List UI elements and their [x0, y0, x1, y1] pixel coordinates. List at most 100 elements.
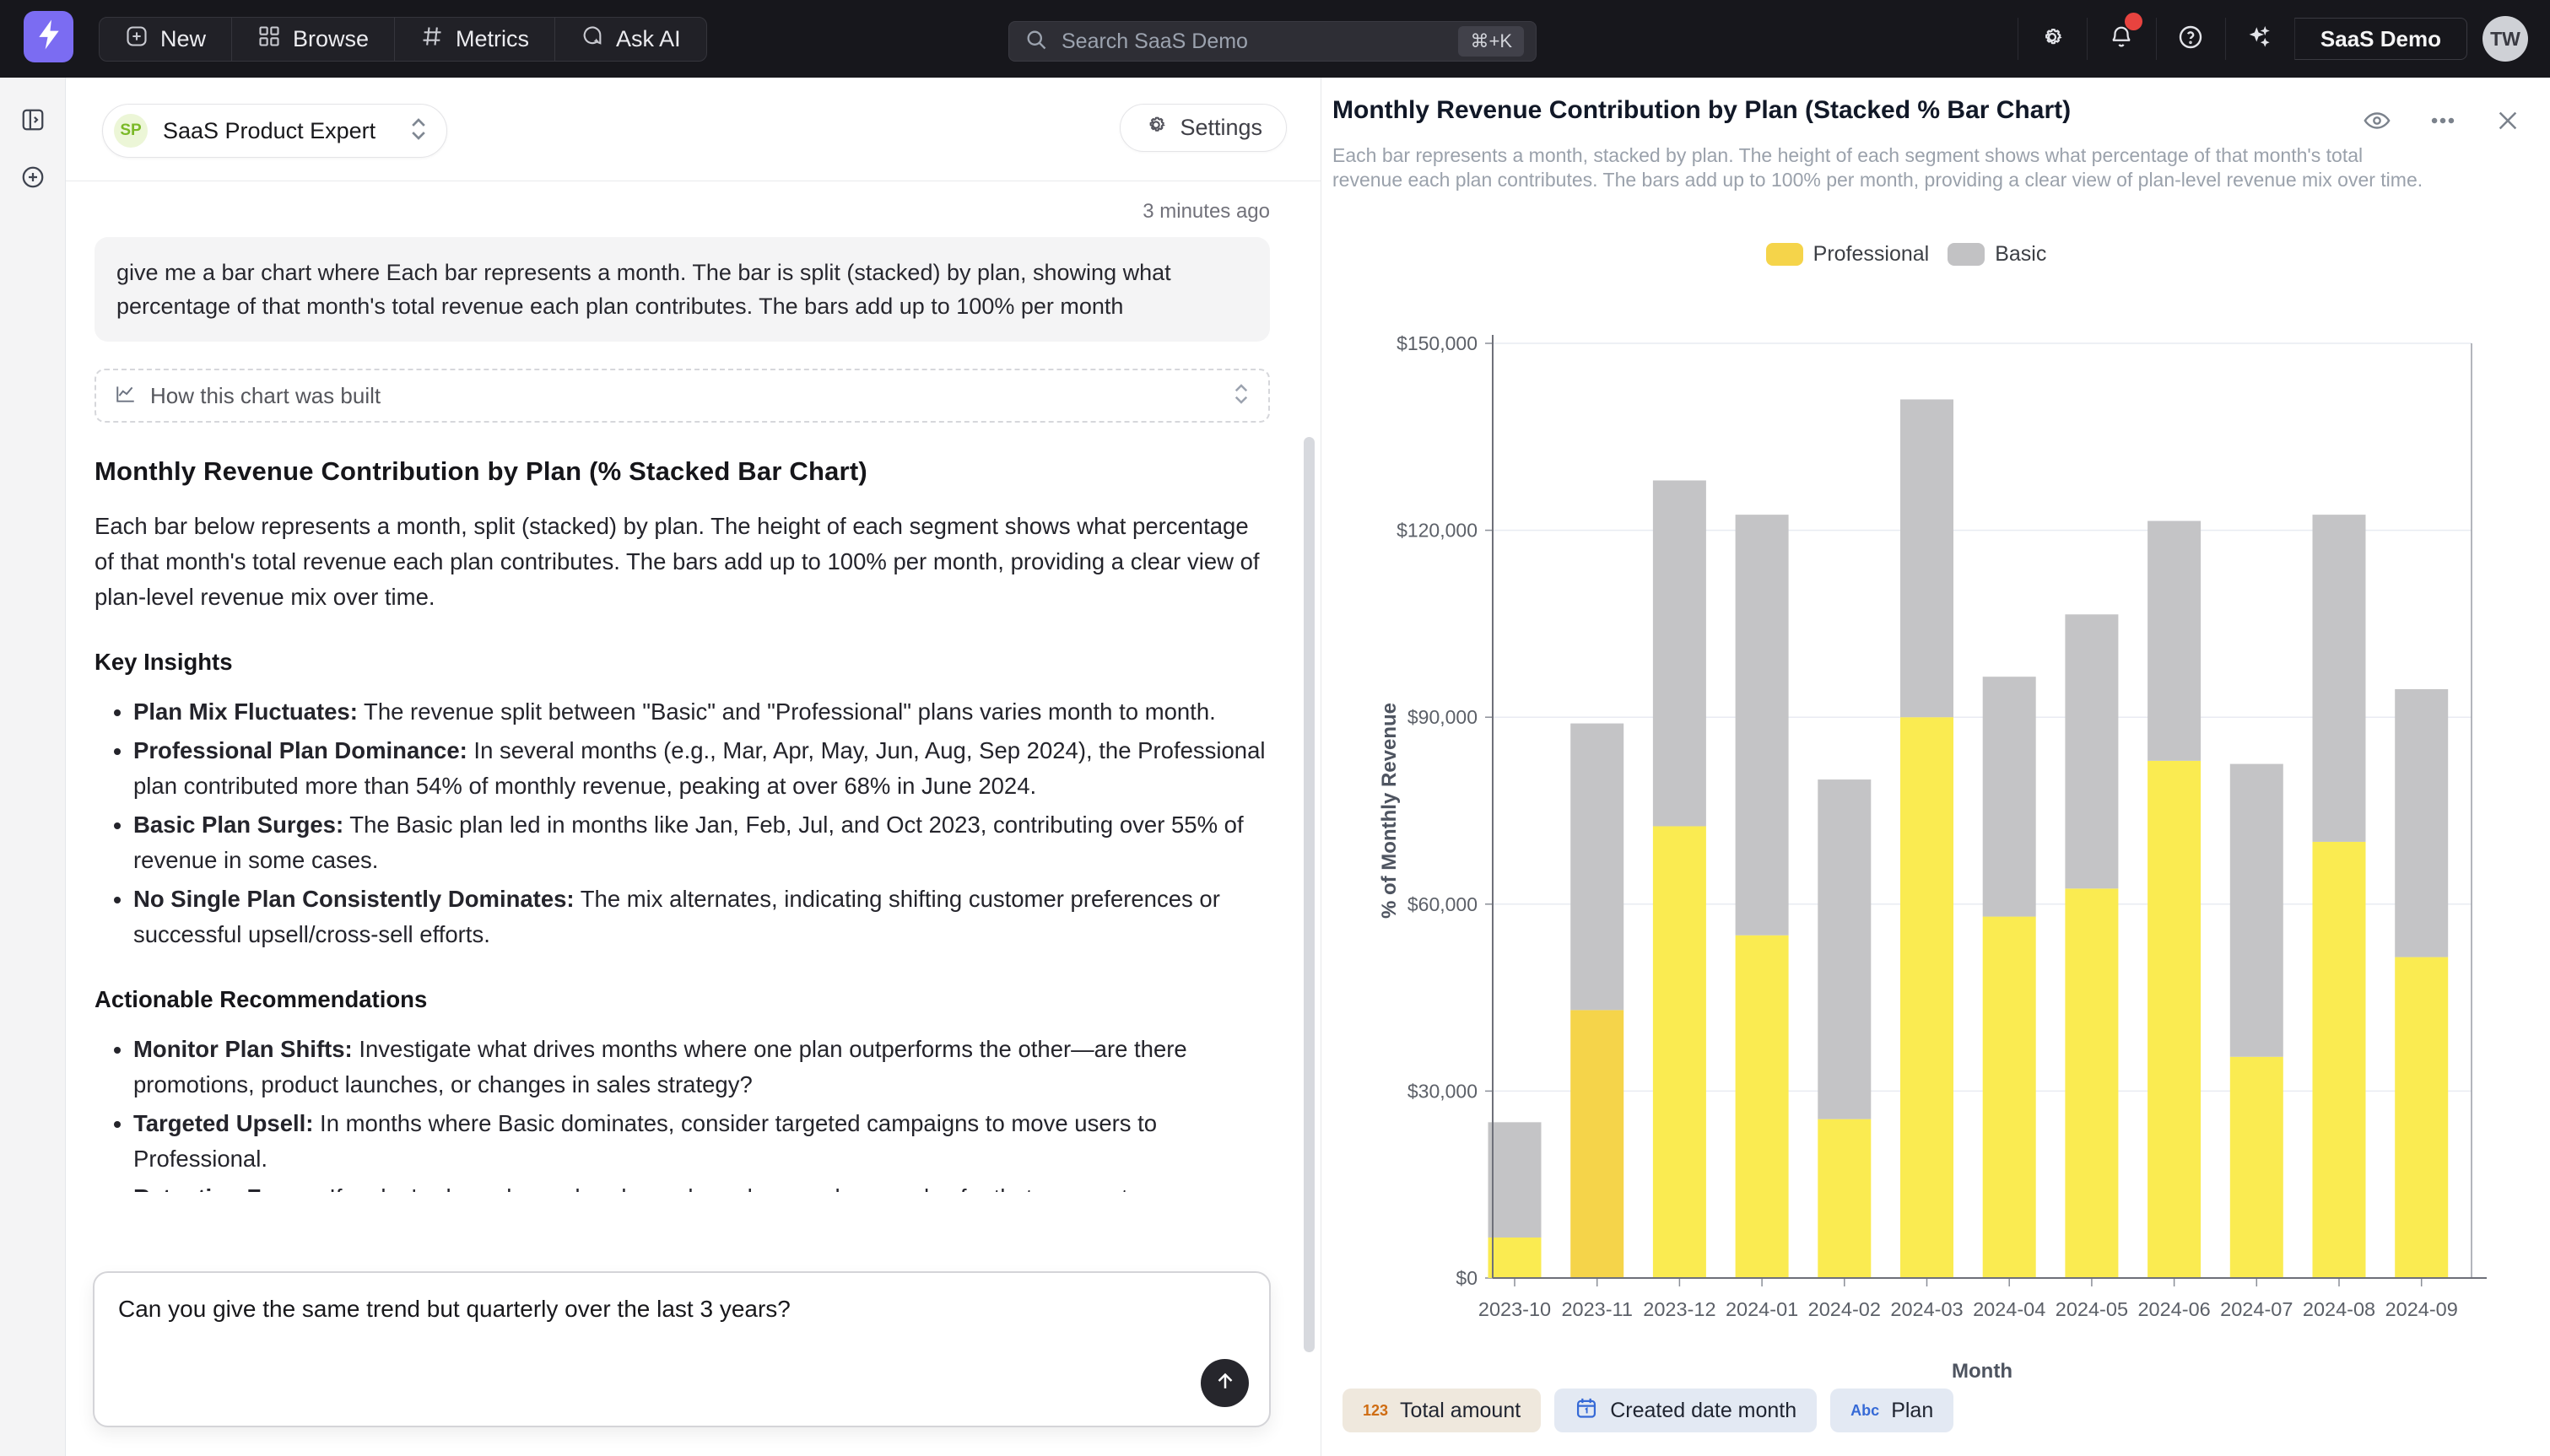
bar-segment-professional[interactable]	[1983, 917, 2036, 1278]
gear-icon	[2039, 24, 2065, 54]
x-tick-label: 2024-01	[1726, 1298, 1798, 1320]
legend-swatch-basic	[1948, 243, 1985, 266]
eye-icon[interactable]	[2363, 106, 2391, 139]
plus-square-icon	[125, 24, 149, 54]
ask-ai-button[interactable]: Ask AI	[555, 18, 706, 61]
bar-segment-professional[interactable]	[1488, 1238, 1542, 1278]
user-message-bubble: give me a bar chart where Each bar repre…	[95, 237, 1270, 342]
settings-label: Settings	[1180, 115, 1262, 141]
bar-segment-professional[interactable]	[2065, 888, 2118, 1278]
x-tick-label: 2024-08	[2303, 1298, 2375, 1320]
navbar-right: SaaS Demo TW	[2018, 0, 2550, 78]
top-navbar: New Browse Metrics Ask AI	[0, 0, 2550, 78]
app-logo[interactable]	[24, 11, 73, 62]
toggle-sidebar-button[interactable]	[0, 96, 66, 147]
bar-segment-professional[interactable]	[1653, 826, 1706, 1278]
bar-segment-basic[interactable]	[2230, 764, 2283, 1057]
bullet-item: No Single Plan Consistently Dominates: T…	[133, 882, 1270, 952]
how-chart-built-toggle[interactable]: How this chart was built	[95, 369, 1270, 423]
x-tick-label: 2024-03	[1890, 1298, 1963, 1320]
sidebar-toggle-icon	[20, 107, 46, 137]
close-icon[interactable]	[2494, 107, 2521, 138]
x-tick-label: 2023-11	[1561, 1298, 1633, 1320]
stacked-bar-chart[interactable]: $0$30,000$60,000$90,000$120,000$150,0002…	[1321, 319, 2550, 1407]
key-insights-title: Key Insights	[95, 649, 1270, 676]
settings-gear-button[interactable]	[2018, 18, 2087, 60]
legend-label: Basic	[1995, 242, 2046, 267]
chat-input-value[interactable]: Can you give the same trend but quarterl…	[118, 1293, 1245, 1325]
bullet-item: Targeted Upsell: In months where Basic d…	[133, 1106, 1270, 1177]
bar-segment-basic[interactable]	[1736, 515, 1789, 936]
help-icon	[2177, 24, 2204, 55]
send-button[interactable]	[1201, 1359, 1249, 1407]
bar-segment-professional[interactable]	[2148, 761, 2201, 1278]
text-field-icon: Abc	[1850, 1402, 1879, 1420]
x-tick-label: 2024-07	[2220, 1298, 2293, 1320]
user-avatar[interactable]: TW	[2482, 16, 2528, 62]
y-tick-label: $30,000	[1407, 1080, 1478, 1102]
agent-selector[interactable]: SP SaaS Product Expert	[102, 104, 447, 158]
bar-segment-professional[interactable]	[2395, 957, 2448, 1278]
bar-segment-professional[interactable]	[2313, 842, 2366, 1278]
bar-segment-basic[interactable]	[2395, 689, 2448, 957]
bullet-item: Plan Mix Fluctuates: The revenue split b…	[133, 694, 1270, 730]
numeric-field-icon: 123	[1363, 1402, 1388, 1420]
legend-label: Professional	[1813, 242, 1930, 267]
notifications-button[interactable]	[2087, 18, 2156, 60]
chart-panel-title: Monthly Revenue Contribution by Plan (St…	[1332, 96, 2071, 125]
answer-heading: Monthly Revenue Contribution by Plan (% …	[95, 456, 1270, 487]
nav-label: Browse	[293, 26, 369, 52]
gear-icon	[1144, 113, 1168, 143]
bar-segment-basic[interactable]	[1900, 399, 1953, 717]
plus-circle-icon	[20, 164, 46, 194]
global-search-input[interactable]: Search SaaS Demo ⌘+K	[1008, 21, 1537, 62]
how-built-label: How this chart was built	[150, 383, 1233, 409]
tag-total-amount[interactable]: 123 Total amount	[1343, 1389, 1541, 1432]
metrics-button[interactable]: Metrics	[395, 18, 555, 61]
bar-segment-basic[interactable]	[2065, 614, 2118, 888]
bar-segment-basic[interactable]	[1570, 724, 1623, 1011]
chevron-updown-icon	[1233, 382, 1250, 410]
chat-scrollbar[interactable]	[1304, 437, 1315, 1352]
legend-item-professional[interactable]: Professional	[1766, 242, 1930, 267]
tag-plan[interactable]: Abc Plan	[1830, 1389, 1953, 1432]
chevron-updown-icon	[409, 116, 428, 146]
more-options-icon[interactable]	[2428, 106, 2457, 139]
agent-avatar: SP	[114, 114, 148, 148]
y-tick-label: $90,000	[1407, 706, 1478, 728]
search-shortcut-badge: ⌘+K	[1458, 26, 1524, 57]
chat-sparkle-icon	[581, 24, 604, 54]
tag-created-date-month[interactable]: Created date month	[1554, 1389, 1817, 1432]
chat-input[interactable]: Can you give the same trend but quarterl…	[93, 1271, 1271, 1427]
bar-segment-professional[interactable]	[1900, 717, 1953, 1278]
bar-segment-professional[interactable]	[1570, 1010, 1623, 1278]
lightning-icon	[36, 19, 62, 55]
y-tick-label: $0	[1456, 1267, 1478, 1289]
bar-segment-professional[interactable]	[1736, 936, 1789, 1278]
bar-segment-basic[interactable]	[2313, 515, 2366, 842]
x-tick-label: 2024-02	[1808, 1298, 1881, 1320]
x-tick-label: 2024-09	[2385, 1298, 2458, 1320]
new-button[interactable]: New	[100, 18, 232, 61]
bar-segment-professional[interactable]	[2230, 1057, 2283, 1278]
help-button[interactable]	[2156, 18, 2225, 60]
bar-segment-basic[interactable]	[1488, 1122, 1542, 1238]
ai-assistant-button[interactable]	[2225, 18, 2294, 60]
bar-segment-basic[interactable]	[1818, 779, 1871, 1119]
tag-label: Total amount	[1400, 1399, 1521, 1423]
workspace-button[interactable]: SaaS Demo	[2294, 18, 2467, 60]
primary-nav: New Browse Metrics Ask AI	[99, 17, 707, 62]
browse-button[interactable]: Browse	[232, 18, 395, 61]
legend-item-basic[interactable]: Basic	[1948, 242, 2046, 267]
bar-segment-professional[interactable]	[1818, 1119, 1871, 1278]
bar-segment-basic[interactable]	[1653, 481, 1706, 827]
new-chat-button[interactable]	[0, 154, 66, 204]
x-tick-label: 2024-06	[2137, 1298, 2210, 1320]
chat-settings-button[interactable]: Settings	[1120, 104, 1287, 152]
bar-segment-basic[interactable]	[2148, 521, 2201, 761]
key-insights-list: Plan Mix Fluctuates: The revenue split b…	[95, 694, 1270, 952]
chart-panel-description: Each bar represents a month, stacked by …	[1332, 143, 2438, 192]
tag-label: Created date month	[1610, 1399, 1796, 1423]
bar-segment-basic[interactable]	[1983, 677, 2036, 916]
chat-message-list[interactable]: 3 minutes ago give me a bar chart where …	[66, 181, 1321, 1192]
